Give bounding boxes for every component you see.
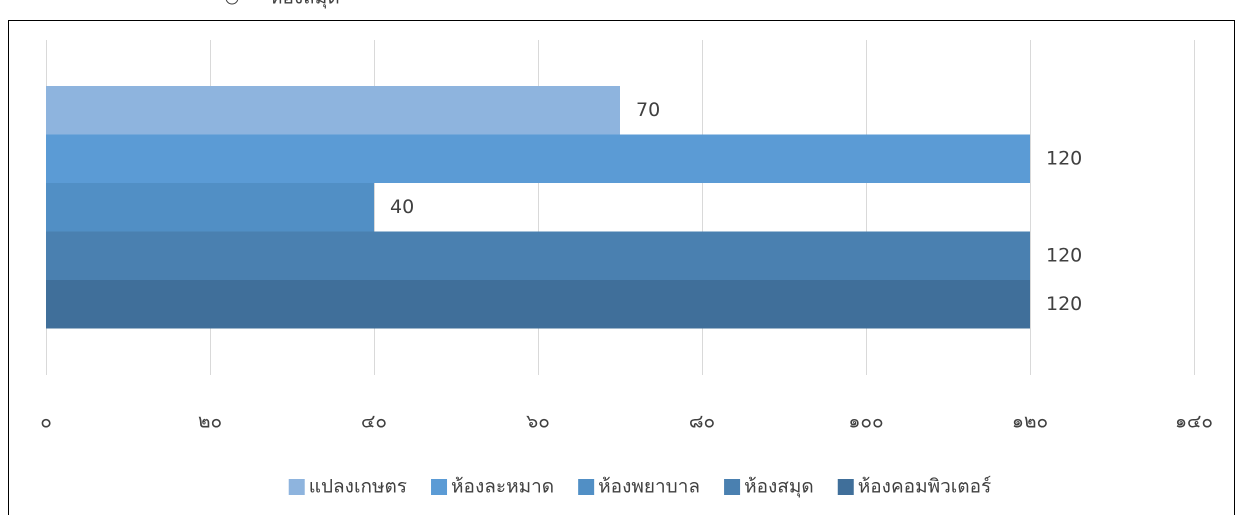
legend-label: ห้องคอมพิวเตอร์ (858, 476, 992, 498)
top-fragment: ห้องสมุด (270, 0, 340, 10)
data-label: 40 (390, 196, 414, 218)
legend-swatch (578, 479, 595, 495)
legend-swatch (288, 479, 305, 495)
legend-label: ห้องละหมาด (451, 476, 554, 498)
bullet (225, 0, 239, 5)
data-label: 120 (1046, 244, 1082, 266)
x-tick-label: ๔๐ (361, 411, 387, 433)
bar (46, 86, 620, 135)
x-tick-label: ๒๐ (198, 411, 222, 433)
legend-label: แปลงเกษตร (309, 476, 407, 498)
x-tick-label: ๖๐ (526, 411, 550, 433)
x-tick-label: ๑๒๐ (1012, 411, 1048, 433)
bar (46, 280, 1030, 329)
data-label: 120 (1046, 147, 1082, 169)
legend-swatch (724, 479, 741, 495)
bar (46, 134, 1030, 183)
legend-swatch (431, 479, 448, 495)
x-tick-label: ๑๐๐ (848, 411, 883, 433)
legend-label: ห้องพยาบาล (598, 476, 700, 498)
data-label: 70 (636, 99, 660, 121)
legend-label: ห้องสมุด (744, 476, 814, 499)
x-tick-label: ๑๔๐ (1175, 411, 1213, 433)
x-tick-label: ๐ (40, 411, 52, 433)
bar (46, 231, 1030, 280)
legend-swatch (837, 479, 854, 495)
bar (46, 183, 374, 232)
x-tick-label: ๘๐ (689, 411, 715, 433)
chart-border (8, 20, 1235, 515)
data-label: 120 (1046, 293, 1082, 315)
